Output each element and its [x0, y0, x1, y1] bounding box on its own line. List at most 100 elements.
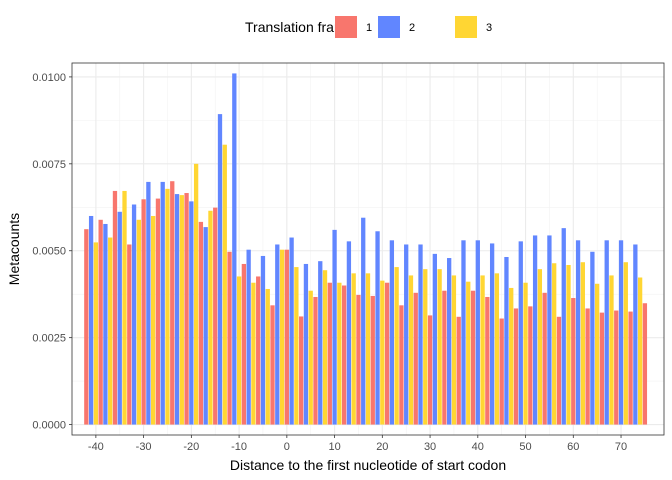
bar-frame-2 [189, 201, 194, 425]
bar-frame-3 [365, 273, 371, 425]
legend-key-frame-2 [378, 16, 400, 38]
x-tick-label: -20 [183, 441, 199, 453]
y-tick-label: 0.0050 [32, 246, 66, 258]
bar-frame-3 [322, 270, 328, 425]
legend-key-frame-3 [455, 16, 477, 38]
bar-frame-3 [609, 275, 614, 425]
x-tick-label: 50 [519, 441, 531, 453]
bar-frame-2 [561, 228, 566, 425]
bar-frame-2 [303, 263, 309, 425]
bar-frame-2 [260, 255, 266, 425]
bar-frame-2 [203, 227, 208, 425]
x-tick-label: 30 [424, 441, 436, 453]
bar-frame-1 [413, 292, 418, 425]
bar-frame-1 [270, 305, 275, 425]
bar-frame-1 [456, 316, 461, 425]
bar-frame-2 [246, 249, 251, 425]
bar-frame-3 [251, 282, 256, 425]
bar-frame-1 [628, 311, 633, 425]
bar-frame-2 [447, 258, 452, 425]
bar-frame-3 [480, 275, 485, 425]
bar-frame-1 [614, 310, 619, 425]
bar-frame-1 [642, 303, 648, 425]
bar-frame-3 [122, 190, 127, 425]
bar-frame-3 [566, 264, 571, 425]
bar-frame-3 [423, 269, 428, 425]
y-tick-label: 0.0000 [32, 420, 66, 432]
bar-frame-1 [299, 316, 304, 425]
bar-frame-2 [174, 194, 180, 425]
bar-frame-3 [308, 290, 313, 425]
bar-frame-1 [399, 305, 404, 425]
bar-frame-2 [504, 256, 509, 425]
bar-frame-3 [380, 280, 385, 425]
legend-label: 2 [409, 22, 415, 34]
bar-frame-1 [313, 296, 318, 425]
bar-frame-2 [575, 240, 581, 425]
legend-key-frame-1 [335, 16, 357, 38]
bar-frame-2 [633, 244, 638, 425]
x-tick-label: -10 [231, 441, 247, 453]
bar-frame-1 [98, 219, 103, 425]
bar-frame-1 [155, 198, 161, 425]
bar-frame-3 [351, 273, 356, 425]
bar-frame-2 [332, 229, 337, 425]
bar-frame-2 [532, 235, 538, 425]
x-tick-label: 70 [615, 441, 627, 453]
x-axis-label: Distance to the first nucleotide of star… [230, 457, 506, 473]
x-tick-label: -40 [88, 441, 104, 453]
bar-frame-3 [279, 249, 285, 425]
bar-frame-3 [408, 275, 414, 425]
bar-frame-1 [542, 292, 547, 425]
bar-frame-2 [289, 237, 294, 425]
bar-frame-2 [432, 253, 437, 425]
bar-frame-2 [232, 73, 237, 425]
bar-frame-1 [284, 249, 289, 425]
bar-frame-3 [179, 195, 184, 425]
y-tick-label: 0.0100 [32, 72, 66, 84]
bar-frame-2 [618, 240, 624, 425]
y-tick-label: 0.0025 [32, 333, 66, 345]
bar-frame-1 [427, 315, 433, 425]
x-tick-label: 20 [376, 441, 388, 453]
bar-frame-3 [165, 188, 170, 425]
bar-frame-3 [637, 277, 643, 425]
bar-frame-2 [489, 243, 495, 425]
x-tick-label: 10 [328, 441, 340, 453]
bar-frame-1 [184, 193, 189, 425]
bar-frame-1 [442, 290, 447, 425]
bar-frame-3 [93, 242, 99, 425]
bar-frame-2 [146, 181, 151, 425]
bar-frame-2 [346, 241, 352, 425]
bar-frame-3 [208, 210, 213, 425]
bar-frame-3 [494, 273, 500, 425]
bar-frame-2 [275, 244, 280, 425]
bar-frame-3 [523, 282, 528, 425]
bar-frame-1 [571, 298, 576, 425]
bar-frame-2 [404, 244, 409, 425]
bar-frame-1 [499, 318, 504, 425]
bar-frame-1 [170, 181, 175, 425]
bar-frame-2 [590, 251, 595, 425]
bar-frame-1 [513, 308, 519, 425]
bar-frame-3 [265, 288, 270, 425]
legend-label: 3 [486, 22, 492, 34]
bar-frame-1 [384, 282, 390, 425]
bar-frame-2 [361, 217, 366, 425]
bar-frame-2 [88, 215, 94, 425]
bar-frame-2 [117, 211, 122, 425]
bar-frame-3 [451, 275, 457, 425]
bar-frame-2 [103, 223, 108, 425]
bar-frame-1 [370, 295, 375, 425]
bar-frame-3 [595, 283, 600, 425]
bar-frame-1 [470, 290, 476, 425]
bar-frame-3 [394, 267, 399, 425]
x-tick-label: 60 [567, 441, 579, 453]
bar-frame-1 [556, 316, 562, 425]
bar-frame-2 [547, 235, 552, 425]
bar-frame-2 [375, 231, 380, 425]
bar-frame-1 [112, 190, 118, 425]
bar-frame-3 [552, 263, 557, 425]
axes: 0.0000 0.0025 0.0050 0.0075 0.0100 -40 -30 -20 -… [32, 72, 627, 453]
